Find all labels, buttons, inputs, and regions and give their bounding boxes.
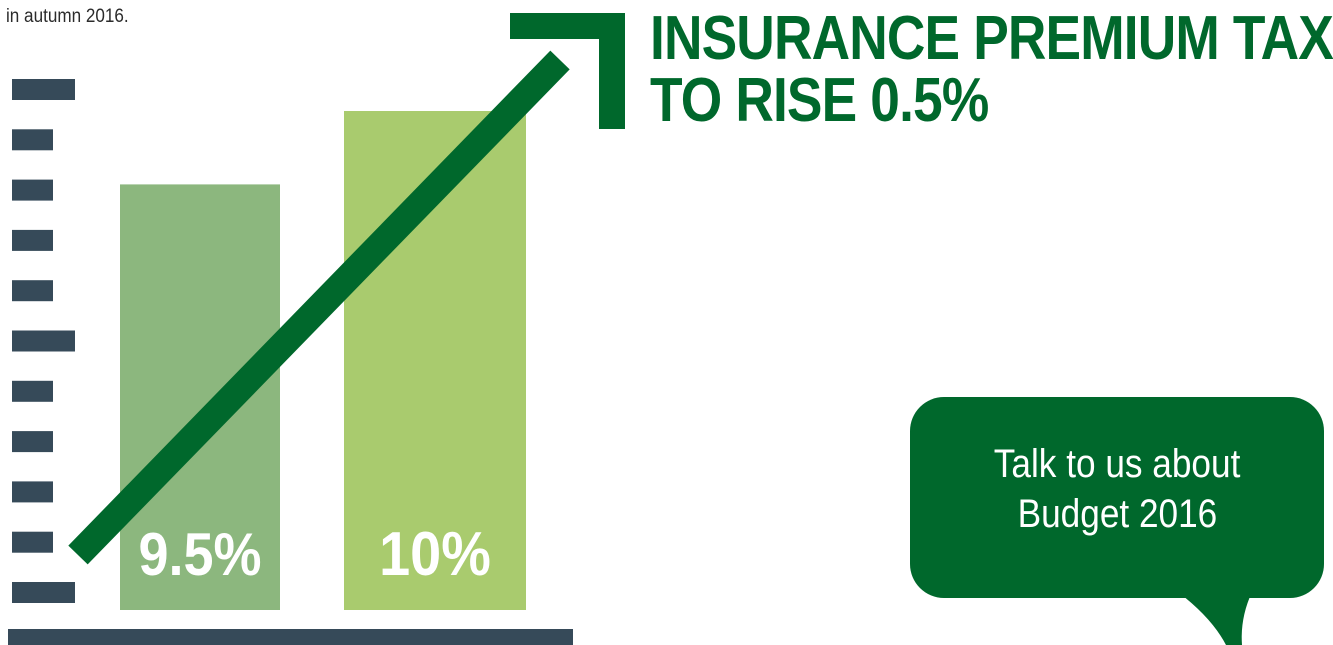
- bar-label-1: 9.5%: [138, 521, 261, 588]
- bar-labels: 9.5% 10%: [138, 520, 490, 588]
- minor-tick: [12, 531, 53, 553]
- y-axis-ticks: [12, 79, 75, 603]
- trend-arrow-icon: [68, 13, 625, 565]
- minor-tick: [12, 481, 53, 503]
- headline-line-2: TO RISE 0.5%: [650, 66, 989, 135]
- intro-text: in autumn 2016.: [6, 6, 129, 27]
- bars: [120, 111, 526, 610]
- minor-tick: [12, 179, 53, 201]
- minor-tick: [12, 229, 53, 251]
- minor-tick: [12, 280, 53, 302]
- major-tick: [12, 330, 75, 352]
- arrow-shaft: [68, 50, 570, 565]
- headline: INSURANCE PREMIUM TAX TO RISE 0.5%: [650, 4, 1333, 135]
- x-axis-line: [8, 629, 573, 645]
- cta-line-1: Talk to us about: [993, 441, 1241, 486]
- minor-tick: [12, 380, 53, 402]
- cta-line-2: Budget 2016: [1017, 491, 1217, 536]
- talk-to-us-button[interactable]: Talk to us about Budget 2016: [910, 397, 1324, 598]
- minor-tick: [12, 431, 53, 453]
- arrow-head: [510, 13, 625, 129]
- headline-line-1: INSURANCE PREMIUM TAX: [650, 4, 1333, 73]
- bar-label-2: 10%: [379, 520, 491, 588]
- bar-1: [120, 184, 280, 610]
- major-tick: [12, 582, 75, 603]
- major-tick: [12, 79, 75, 100]
- minor-tick: [12, 129, 53, 151]
